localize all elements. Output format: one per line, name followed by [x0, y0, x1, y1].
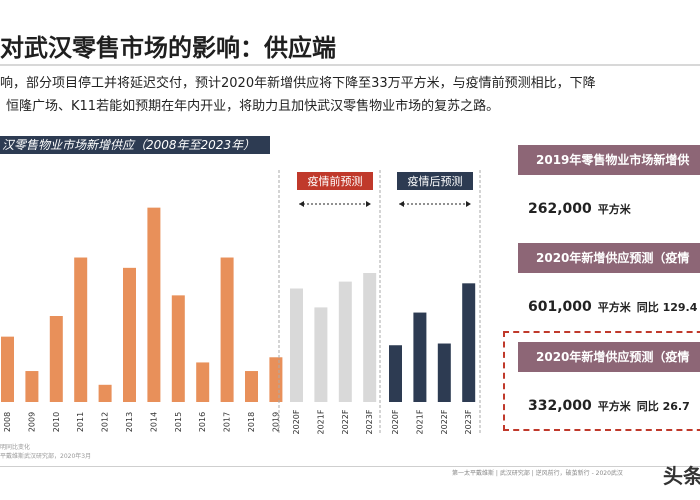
intro-text: 响，部分项目停工并将延迟交付，预计2020年新增供应将下降至33万平方米，与疫情…: [0, 72, 700, 118]
x-tick-label: 2020F: [391, 409, 400, 434]
watermark-logo: 头条: [663, 464, 700, 488]
source-line-1: 明同比变化: [0, 444, 31, 451]
arrow-head-icon: [399, 201, 404, 207]
arrow-head-icon: [366, 201, 371, 207]
bar-2020F-post: [389, 345, 402, 402]
bar-2010: [49, 316, 63, 402]
arrow-head-icon: [299, 201, 304, 207]
bar-2017: [220, 257, 234, 402]
panel-2019-number: 262,000: [528, 201, 592, 217]
legend-post-forecast-label: 疫情后预测: [408, 174, 463, 188]
supply-chart: 2008 2009 2010 2011 2012 2013 2014 2015 2016 2017…: [1, 170, 481, 435]
highlight-box: [503, 331, 700, 431]
bar-2011: [74, 257, 88, 402]
bar-2023F-post: [462, 283, 476, 402]
legend-pre-forecast-box: [297, 172, 373, 190]
panel-2020-pre-title: 2020年新增供应预测（疫情: [518, 243, 700, 273]
x-tick-label: 2016: [198, 412, 207, 432]
legend-pre-forecast-label: 疫情前预测: [308, 174, 363, 188]
footer-divider: [0, 466, 700, 467]
x-tick-label: 2008: [3, 412, 12, 432]
chart-legends: 疫情前预测 疫情后预测: [278, 170, 481, 435]
x-tick-label: 2023F: [365, 409, 374, 434]
x-tick-label: 2022F: [341, 409, 350, 434]
bar-2022F-post: [437, 343, 451, 402]
chart-title: 汉零售物业市场新增供应（2008年至2023年）: [0, 136, 270, 154]
x-tick-label: 2011: [76, 412, 85, 432]
x-tick-label: 2013: [125, 412, 134, 432]
panel-2020-pre-value: 601,000 平方米 同比 129.4: [528, 299, 697, 315]
x-tick-label: 2021F: [415, 409, 424, 434]
panel-2020-post-yoy: 同比 26.7: [636, 400, 690, 413]
bar-2012: [98, 384, 112, 402]
arrow-head-icon: [466, 201, 471, 207]
bar-2023F-pre: [363, 273, 377, 402]
x-tick-label: 2020F: [292, 409, 301, 434]
bar-2013: [123, 267, 136, 402]
page-title: 对武汉零售市场的影响：供应端: [0, 34, 336, 62]
chart-bars: [1, 207, 476, 402]
bar-2009: [25, 371, 39, 402]
x-tick-label: 2012: [101, 412, 110, 432]
bar-2008: [1, 336, 14, 402]
x-tick-label: 2015: [174, 412, 183, 432]
panel-2019-value: 262,000 平方米: [528, 201, 631, 217]
x-tick-label: 2019: [271, 412, 280, 432]
panel-2019-title: 2019年零售物业市场新增供: [518, 145, 700, 175]
x-tick-label: 2022F: [440, 409, 449, 434]
bar-2015: [171, 295, 185, 402]
intro-line-1: 响，部分项目停工并将延迟交付，预计2020年新增供应将下降至33万平方米，与疫情…: [0, 76, 596, 91]
bar-2022F-pre: [338, 281, 352, 402]
bar-2021F-pre: [314, 307, 328, 402]
bar-2021F-post: [413, 312, 427, 402]
x-tick-label: 2018: [247, 412, 256, 432]
x-tick-label: 2009: [27, 412, 36, 432]
x-tick-label: 2023F: [464, 409, 473, 434]
legend-post-forecast-box: [397, 172, 473, 190]
bar-2020F-pre: [290, 288, 303, 402]
chart-x-labels: 2008 2009 2010 2011 2012 2013 2014 2015 2016 2017…: [3, 409, 473, 434]
x-tick-label: 2010: [52, 412, 61, 432]
panel-2019-unit: 平方米: [597, 203, 631, 216]
source-note: 明同比变化 平戴维斯武汉研究部，2020年3月: [0, 443, 91, 461]
bar-2019: [269, 357, 283, 402]
x-tick-label: 2021F: [316, 409, 325, 434]
bar-2016: [196, 362, 210, 402]
source-line-2: 平戴维斯武汉研究部，2020年3月: [0, 453, 92, 460]
panel-2020-post-title: 2020年新增供应预测（疫情: [518, 342, 700, 372]
panel-2020-post-value: 332,000 平方米 同比 26.7: [528, 398, 690, 414]
panel-2020-pre-yoy: 同比 129.4: [636, 301, 698, 314]
title-divider: [0, 64, 700, 66]
footer-text: 第一太平戴维斯 | 武汉研究部 | 逆风前行，破茧新行 - 2020武汉: [452, 470, 623, 477]
panel-2020-post-unit: 平方米: [597, 400, 631, 413]
panel-2020-pre-number: 601,000: [528, 299, 592, 315]
x-tick-label: 2017: [223, 412, 232, 432]
panel-2020-post-number: 332,000: [528, 398, 592, 414]
x-tick-label: 2014: [149, 412, 158, 432]
bar-2018: [245, 371, 258, 402]
intro-line-2: 恒隆广场、K11若能如预期在年内开业，将助力且加快武汉零售物业市场的复苏之路。: [6, 99, 500, 114]
panel-2020-pre-unit: 平方米: [597, 301, 631, 314]
bar-2014: [147, 207, 161, 402]
